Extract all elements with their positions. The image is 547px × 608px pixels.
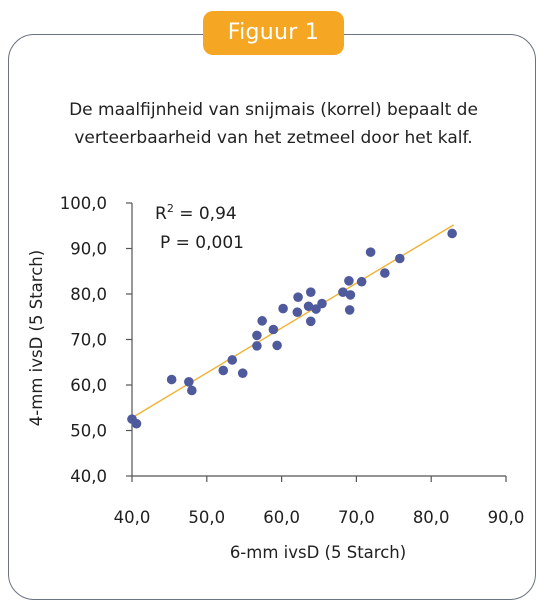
data-point [317,298,327,309]
y-tick-label: 80,0 [70,285,107,304]
caption-line-2: verteerbaarheid van het zetmeel door het… [74,128,473,148]
data-point [345,290,356,300]
data-point [218,365,229,376]
p-value-label: P = 0,001 [160,233,244,253]
data-point [272,340,282,351]
y-tick-label: 60,0 [70,376,107,395]
data-point [268,324,279,335]
data-point [293,292,303,302]
y-tick-label: 100,0 [60,194,107,213]
data-point [187,385,197,396]
y-tick-label: 40,0 [70,467,107,486]
data-point [131,418,142,429]
data-point [166,374,177,385]
trendline-group [131,224,455,419]
data-point [356,276,367,287]
chart-ticks: 40,0 50,0 60,0 70,0 80,0 90,0 40,0 50,0 60,0 70,0… [60,194,525,527]
data-point [447,228,457,239]
x-tick-label: 40,0 [114,508,151,527]
r-squared-label: R2 = 0,94 [155,202,237,224]
figure-caption: De maalfijnheid van snijmais (korrel) be… [20,96,527,152]
data-point [237,368,248,378]
caption-line-1: De maalfijnheid van snijmais (korrel) be… [69,100,478,120]
data-point [252,341,262,351]
trendline [131,224,455,419]
x-tick-label: 80,0 [413,508,450,527]
figure-card [8,34,536,600]
x-tick-label: 60,0 [263,508,300,527]
y-axis-title: 4-mm ivsD (5 Starch) [27,250,46,426]
data-point [184,377,194,387]
data-points [127,228,457,429]
data-point [365,247,376,257]
data-point [252,330,262,341]
x-axis-title: 6-mm ivsD (5 Starch) [230,543,406,562]
data-point [394,253,405,264]
x-tick-label: 50,0 [188,508,225,527]
data-point [380,268,390,278]
y-tick-label: 90,0 [70,240,107,259]
x-tick-label: 90,0 [488,508,525,527]
data-point [305,316,316,327]
data-point [292,307,303,318]
data-point [344,276,354,286]
data-point [303,301,314,312]
data-point [278,303,288,314]
data-point [227,355,238,365]
data-point [338,287,348,297]
data-point [257,316,267,326]
figure-badge: Figuur 1 [203,11,344,55]
y-tick-label: 50,0 [70,422,107,441]
data-point [344,305,355,315]
x-tick-label: 70,0 [338,508,375,527]
data-point [305,287,316,297]
y-tick-label: 70,0 [70,331,107,350]
